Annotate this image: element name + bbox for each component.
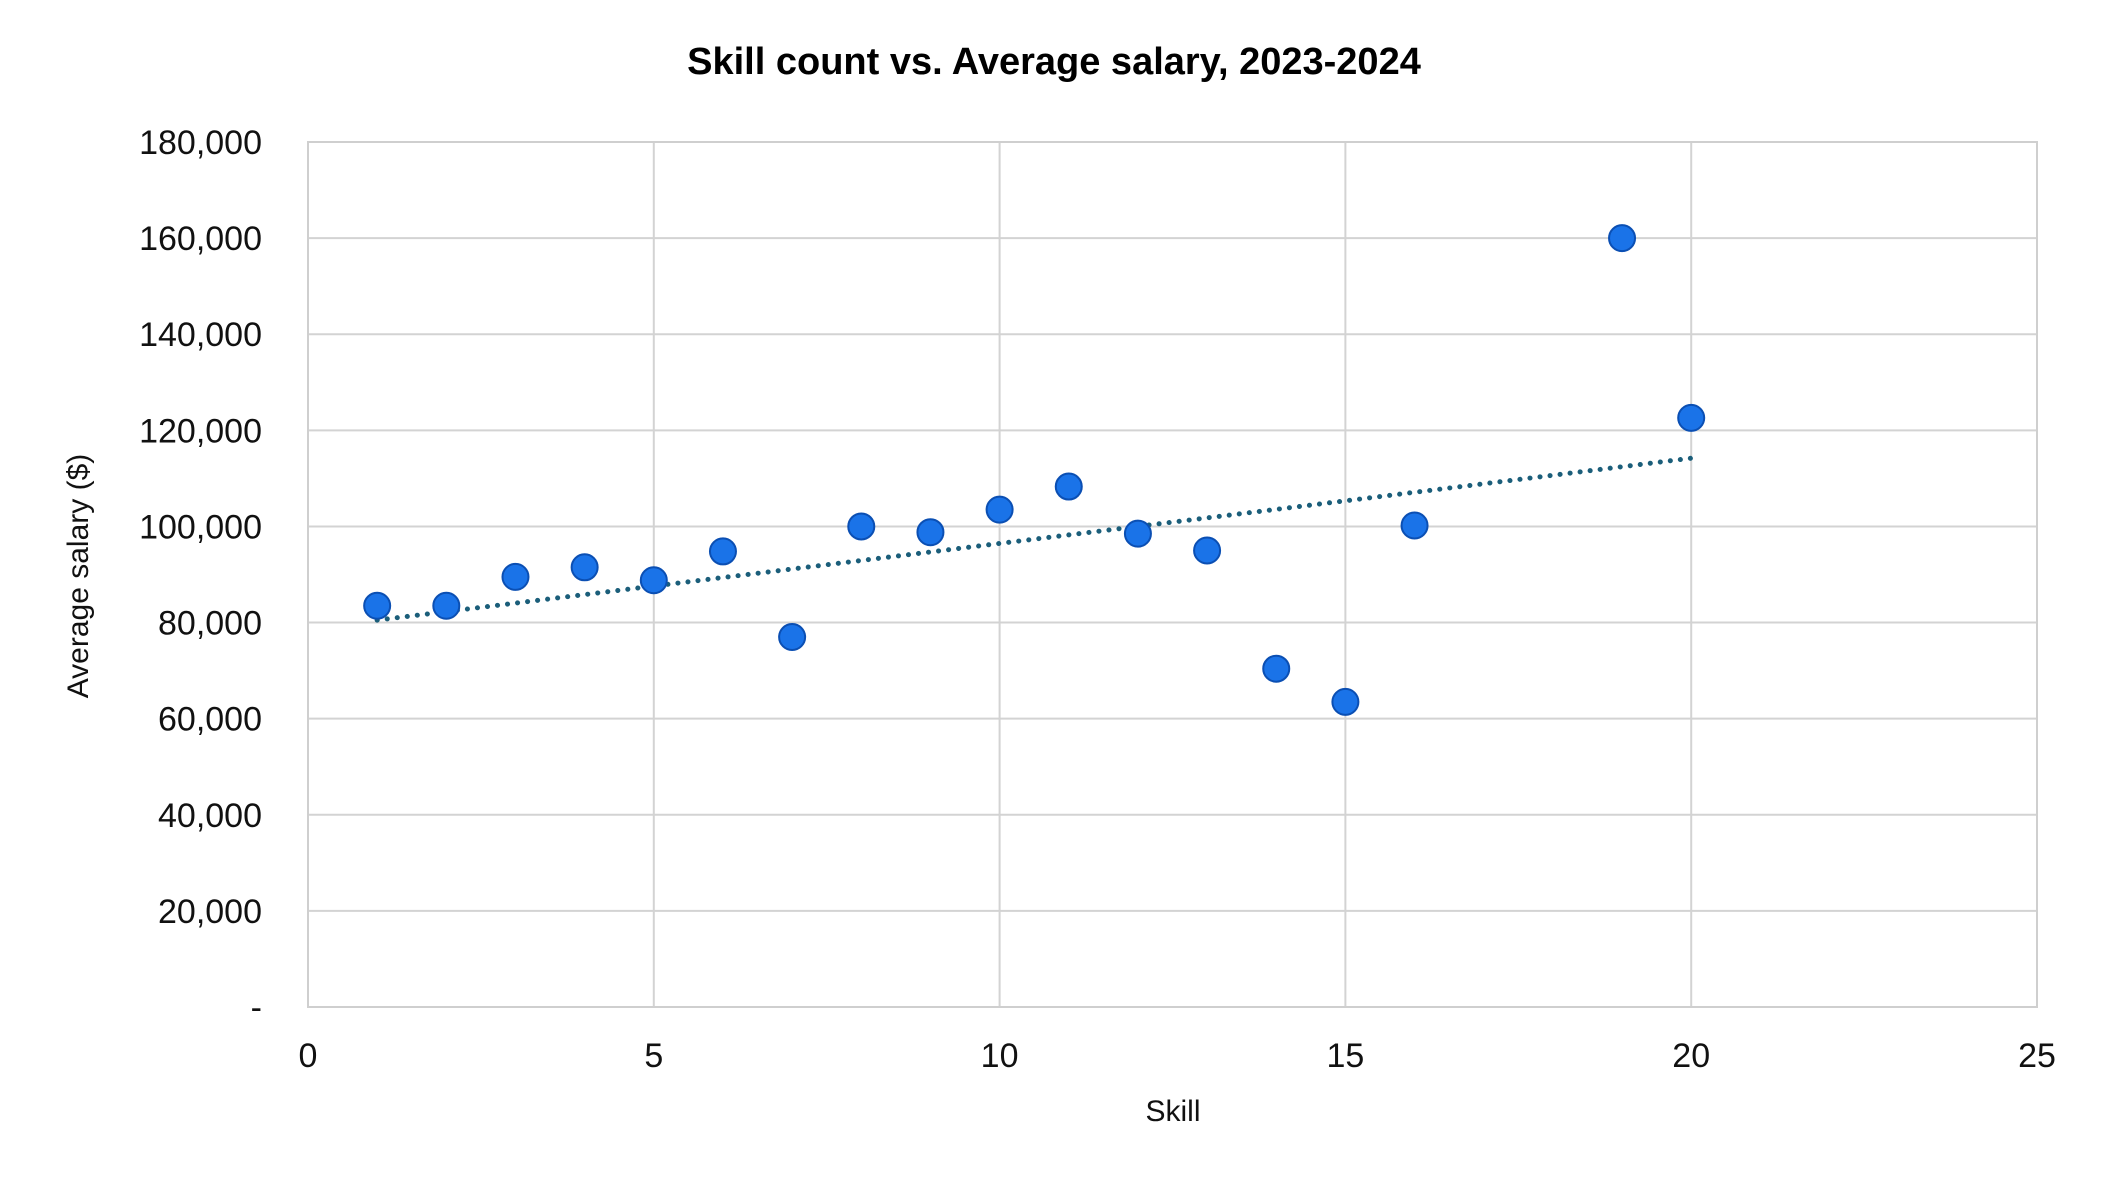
x-tick-label: 15 bbox=[1326, 1037, 1364, 1075]
data-point bbox=[708, 537, 737, 566]
data-point bbox=[778, 622, 807, 651]
data-point bbox=[1608, 224, 1637, 253]
chart-title: Skill count vs. Average salary, 2023-202… bbox=[687, 41, 1421, 83]
plot-area-border bbox=[307, 141, 2038, 1008]
data-point bbox=[1054, 472, 1083, 501]
data-point bbox=[1677, 403, 1706, 432]
data-point bbox=[1331, 687, 1360, 716]
x-axis-ticks: 0 5 10 15 20 25 bbox=[299, 1037, 2056, 1075]
data-point bbox=[985, 495, 1014, 524]
y-tick-label: 80,000 bbox=[158, 605, 262, 643]
data-point bbox=[1123, 519, 1152, 548]
y-tick-label: 180,000 bbox=[139, 124, 262, 162]
y-tick-label: 120,000 bbox=[139, 412, 262, 450]
trendline bbox=[374, 455, 1694, 623]
data-point bbox=[1400, 511, 1429, 540]
data-point bbox=[501, 562, 530, 591]
x-tick-label: 25 bbox=[2018, 1037, 2056, 1075]
data-point bbox=[916, 518, 945, 547]
data-point bbox=[847, 512, 876, 541]
data-point bbox=[570, 553, 599, 582]
x-tick-label: 5 bbox=[644, 1037, 663, 1075]
y-axis-title: Average salary ($) bbox=[62, 454, 95, 699]
y-tick-label: 100,000 bbox=[139, 508, 262, 546]
data-points bbox=[363, 224, 1706, 716]
y-tick-label: 20,000 bbox=[158, 893, 262, 931]
data-point bbox=[1262, 654, 1291, 683]
x-tick-label: 10 bbox=[981, 1037, 1019, 1075]
x-tick-label: 20 bbox=[1672, 1037, 1710, 1075]
x-tick-label: 0 bbox=[299, 1037, 318, 1075]
x-axis-title: Skill bbox=[1145, 1095, 1200, 1128]
data-point bbox=[639, 566, 668, 595]
y-tick-label: 40,000 bbox=[158, 797, 262, 835]
y-tick-label: - bbox=[251, 989, 262, 1027]
data-point bbox=[1193, 536, 1222, 565]
data-point bbox=[432, 591, 461, 620]
data-point bbox=[363, 591, 392, 620]
y-tick-label: 60,000 bbox=[158, 701, 262, 739]
y-tick-label: 160,000 bbox=[139, 220, 262, 258]
y-axis-ticks: - 20,000 40,000 60,000 80,000 100,000 120,000 1… bbox=[139, 124, 262, 1027]
y-tick-label: 140,000 bbox=[139, 316, 262, 354]
